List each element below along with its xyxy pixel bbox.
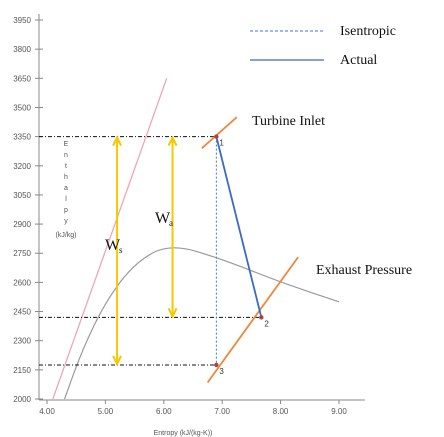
- y-tick-label: 3050: [13, 191, 31, 200]
- axes: [38, 14, 365, 401]
- y-tick-label: 2300: [13, 337, 31, 346]
- exhaust-pressure-label: Exhaust Pressure: [316, 263, 412, 278]
- state-point-label-2: 2: [264, 319, 269, 328]
- actual-work-label: W a: [155, 210, 173, 228]
- legend-actual-label: Actual: [340, 53, 377, 68]
- svg-text:W: W: [105, 237, 121, 254]
- state-point-1: [214, 134, 219, 139]
- y-tick-label: 2750: [13, 249, 31, 258]
- x-tick-label: 8.00: [273, 407, 289, 416]
- curves: 1 2 3: [39, 78, 340, 400]
- isentropic-work-arrow-head-up: [112, 135, 122, 147]
- x-axis-label: Entropy (kJ/(kg-K)): [154, 430, 213, 437]
- y-tick-label: 2450: [13, 308, 31, 317]
- state-point-label-3: 3: [219, 367, 224, 376]
- actual-work-arrow-head-down: [167, 307, 178, 319]
- y-tick-label: 2000: [13, 395, 31, 404]
- turbine-inlet-label: Turbine Inlet: [252, 114, 325, 129]
- state-point-3: [214, 362, 219, 368]
- y-label-letter: l: [65, 196, 67, 203]
- actual-work-arrow-head-up: [167, 135, 178, 147]
- svg-text:W: W: [155, 210, 171, 227]
- saturation-dome-curve: [63, 247, 340, 400]
- legend-isentropic-label: Isentropic: [340, 24, 396, 39]
- y-tick-label: 3800: [13, 45, 31, 54]
- x-tick-label: 6.00: [156, 407, 172, 416]
- y-label-letter: p: [64, 207, 68, 214]
- y-label-letter: y: [64, 218, 68, 225]
- x-tick-label: 9.00: [331, 407, 347, 416]
- y-tick-label: 3650: [13, 74, 31, 83]
- pink-line: [52, 78, 168, 400]
- y-tick-label: 2600: [13, 278, 31, 287]
- legend: Isentropic Actual: [250, 24, 396, 68]
- y-tick-label: 2900: [13, 220, 31, 229]
- state-point-label-1: 1: [219, 139, 224, 148]
- x-tick-label: 7.00: [214, 407, 230, 416]
- isentropic-work-label: W s: [105, 237, 123, 255]
- y-label-letter: E: [64, 141, 69, 148]
- y-tick-label: 3500: [13, 103, 31, 112]
- y-label-letter: h: [64, 174, 68, 181]
- svg-text:a: a: [169, 218, 173, 228]
- y-label-letter: t: [65, 163, 67, 170]
- x-tick-label: 4.00: [39, 407, 55, 416]
- y-tick-label: 2150: [13, 366, 31, 375]
- isentropic-work-arrow-head-down: [112, 355, 122, 367]
- y-label-letter: a: [64, 185, 68, 192]
- y-tick-label: 3200: [13, 162, 31, 171]
- x-tick-label: 5.00: [98, 407, 114, 416]
- tick-group: 2000215023002450260027502900305032003350…: [13, 16, 347, 416]
- y-axis-unit: (kJ/kg): [56, 232, 77, 239]
- actual-expansion-line: [215, 136, 263, 318]
- inlet-pressure-line: [201, 116, 238, 149]
- state-point-2: [259, 315, 264, 320]
- y-label-letter: n: [64, 152, 68, 159]
- svg-text:s: s: [119, 245, 123, 255]
- y-tick-label: 3350: [13, 133, 31, 142]
- exhaust-pressure-line: [206, 256, 299, 384]
- y-tick-label: 3950: [13, 16, 31, 25]
